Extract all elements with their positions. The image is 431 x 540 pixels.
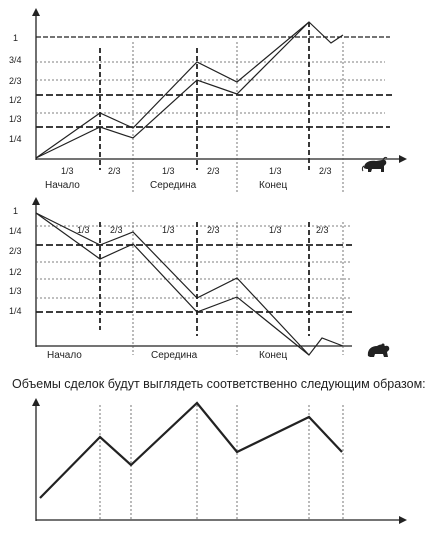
bull-y-arrow	[32, 8, 40, 16]
bull-segment-tick: 2/3	[319, 166, 332, 176]
bull-price-line-lower	[35, 21, 310, 159]
bull-y-label: 1/3	[9, 114, 22, 124]
bear-chart: 1 1/4 2/3 1/2 1/3 1/4 1/3 2/3 1/3 2/3 1/…	[9, 197, 390, 361]
bear-segment-tick: 2/3	[110, 225, 123, 235]
bear-icon	[367, 343, 390, 357]
bull-y-label: 1/2	[9, 95, 22, 105]
bull-icon	[361, 156, 388, 172]
bull-phase-label: Конец	[259, 180, 287, 191]
bear-y-label: 1/4	[9, 226, 22, 236]
volume-y-arrow	[32, 398, 40, 406]
bull-price-line-upper	[35, 21, 344, 159]
bear-phase-label: Начало	[47, 350, 82, 361]
volume-chart	[32, 398, 407, 524]
bear-price-line-lower	[35, 212, 310, 356]
bull-segment-tick: 2/3	[207, 166, 220, 176]
bear-price-line-upper	[35, 212, 344, 356]
bear-segment-tick: 2/3	[207, 225, 220, 235]
bull-segment-tick: 2/3	[108, 166, 121, 176]
bull-x-arrow	[399, 155, 407, 163]
bull-y-label: 2/3	[9, 76, 22, 86]
volume-x-arrow	[399, 516, 407, 524]
volume-caption: Объемы сделок будут выглядеть соответств…	[12, 377, 426, 391]
bull-chart: 1 3/4 2/3 1/2 1/3 1/4 1/3 2/3 1/3 2/3 1/…	[9, 8, 407, 194]
bear-segment-tick: 2/3	[316, 225, 329, 235]
bear-y-label: 1/3	[9, 286, 22, 296]
bear-y-label: 1/2	[9, 267, 22, 277]
bull-phase-label: Середина	[150, 180, 197, 191]
bull-y-label: 1/4	[9, 134, 22, 144]
bear-phase-label: Конец	[259, 350, 287, 361]
bull-y-label: 3/4	[9, 55, 22, 65]
bear-y-label: 1/4	[9, 306, 22, 316]
bear-y-label: 2/3	[9, 246, 22, 256]
bear-y-arrow	[32, 197, 40, 205]
bull-segment-tick: 1/3	[162, 166, 175, 176]
bull-segment-tick: 1/3	[269, 166, 282, 176]
bear-y-label: 1	[13, 206, 18, 216]
bull-y-label: 1	[13, 33, 18, 43]
bear-phase-label: Середина	[151, 350, 198, 361]
bear-segment-tick: 1/3	[162, 225, 175, 235]
bull-segment-tick: 1/3	[61, 166, 74, 176]
volume-line	[39, 401, 343, 499]
bear-segment-tick: 1/3	[269, 225, 282, 235]
bear-segment-tick: 1/3	[77, 225, 90, 235]
bull-phase-label: Начало	[45, 180, 80, 191]
